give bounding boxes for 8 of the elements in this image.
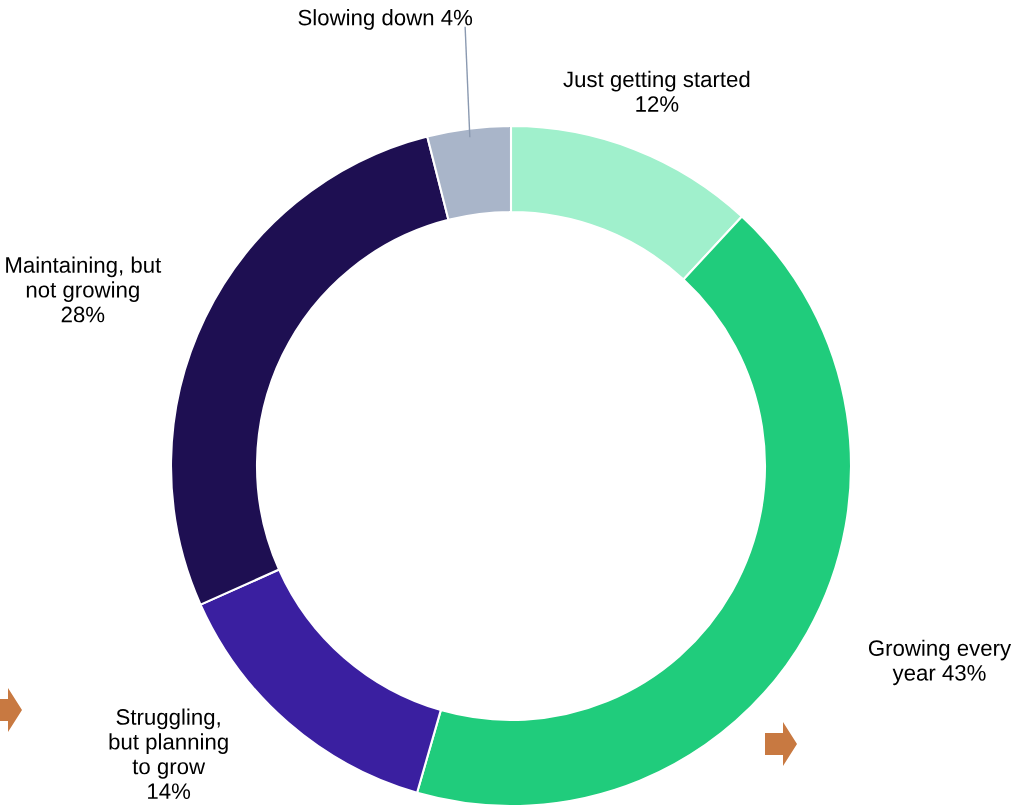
slice-label: Just getting started [563,70,750,92]
data-label: 28% [61,306,105,323]
data-label: 14% [148,783,191,799]
slice-label: Slowing down 4% [298,9,473,30]
slice-label: Growing every year 43% [868,639,1012,686]
data-label: 12% [636,96,679,112]
slice-label: Struggling, but planning to grow [109,708,228,779]
slice-label: Maintaining, but not growing [6,256,162,302]
